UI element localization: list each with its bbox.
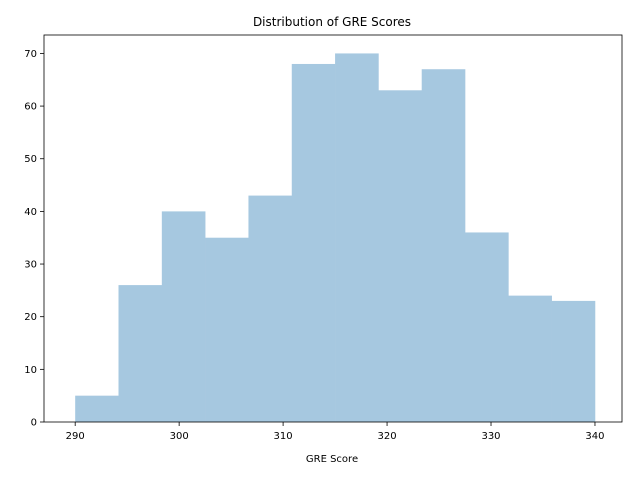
histogram-bar — [465, 232, 509, 422]
x-tick-label: 340 — [585, 431, 604, 442]
plot-frame — [43, 34, 623, 423]
y-tick-label: 70 — [24, 49, 37, 60]
y-tick-label: 10 — [24, 365, 37, 376]
y-tick-label: 40 — [24, 207, 37, 218]
y-tick-label: 0 — [31, 418, 37, 429]
histogram-bar — [335, 53, 379, 423]
histogram-bar — [421, 69, 466, 422]
histogram-bar — [75, 395, 119, 422]
histogram-bar — [551, 300, 596, 422]
x-tick-label: 330 — [481, 431, 500, 442]
histogram-bar — [378, 90, 422, 422]
x-tick-label: 310 — [274, 431, 293, 442]
histogram-bar — [508, 295, 552, 422]
histogram-bar — [205, 237, 249, 422]
y-tick-label: 50 — [24, 154, 37, 165]
axes-group: 290 300 310 320 330 340 0 10 20 30 40 50 60 70 — [24, 34, 623, 442]
y-tick-label: 30 — [24, 260, 37, 271]
histogram-bar — [118, 285, 163, 422]
histogram-bar — [161, 211, 206, 422]
bars-group — [75, 53, 596, 423]
x-tick-label: 300 — [170, 431, 189, 442]
histogram-bar — [248, 195, 293, 422]
histogram-bar — [291, 63, 336, 423]
y-tick-label: 60 — [24, 102, 37, 113]
x-tick-label: 320 — [378, 431, 397, 442]
x-axis-title: GRE Score — [306, 454, 358, 465]
x-tick-label: 290 — [66, 431, 85, 442]
chart-title: Distribution of GRE Scores — [253, 15, 411, 29]
y-tick-label: 20 — [24, 312, 37, 323]
